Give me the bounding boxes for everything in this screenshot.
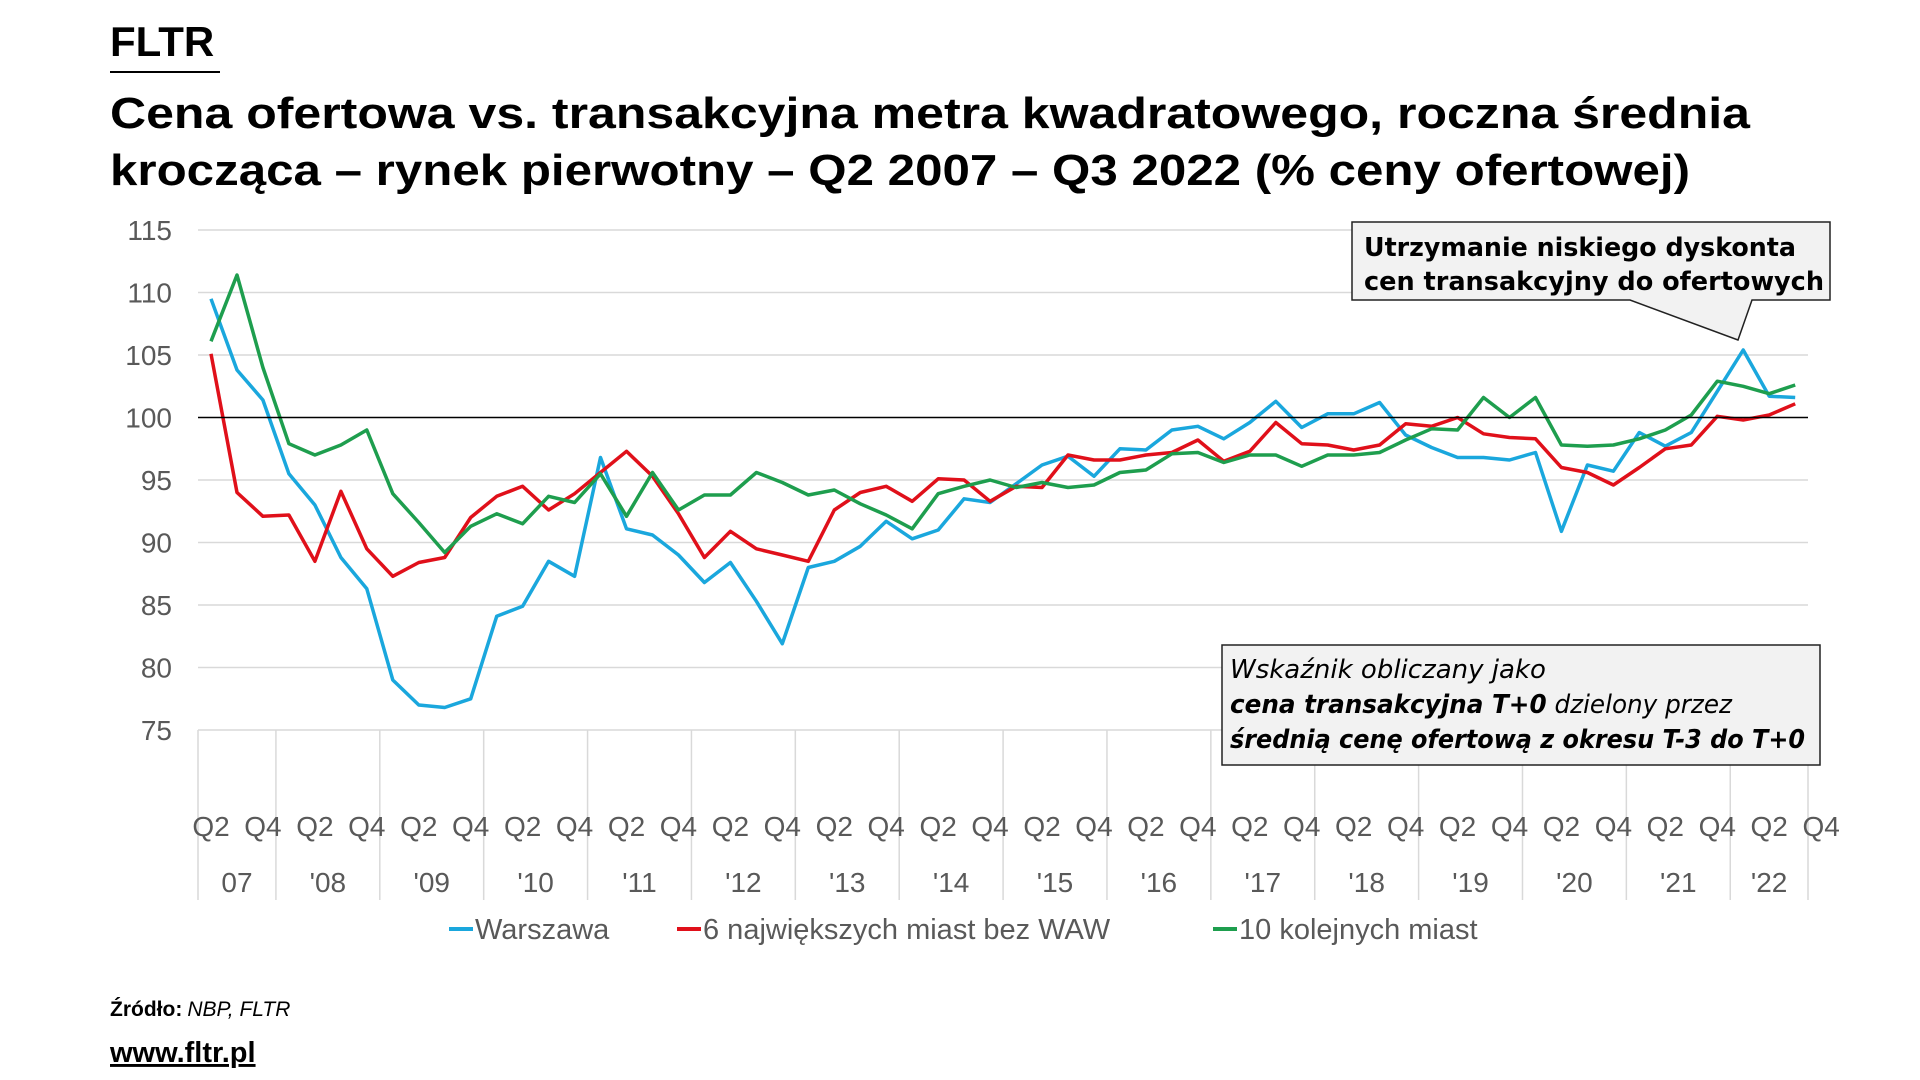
year-label: '22 [1751,867,1788,898]
quarter-label: Q4 [1075,811,1112,842]
note-line-1: Wskaźnik obliczany jako [1230,655,1546,685]
legend-label: 6 największych miast bez WAW [703,914,1111,946]
brand-logo: FLTR [110,18,214,65]
quarter-label: Q4 [1491,811,1528,842]
year-label: '15 [1037,867,1074,898]
note-line-2-bold: cena transakcyjna T+0 [1230,690,1547,720]
y-tick-label: 115 [127,215,172,246]
callout-line-1: Utrzymanie niskiego dyskonta [1364,233,1796,263]
source-value: NBP, FLTR [187,998,290,1021]
note-line-2: cena transakcyjna T+0 dzielony przez [1230,690,1733,720]
quarter-label: Q4 [1802,811,1839,842]
quarter-label: Q4 [1283,811,1320,842]
year-label: '21 [1660,867,1697,898]
source-label: Źródło: [110,998,182,1021]
year-label: '17 [1245,867,1282,898]
callout-line-2: cen transakcyjny do ofertowych [1364,267,1824,297]
quarter-label: Q4 [348,811,385,842]
series-line-3 [209,273,1796,555]
y-tick-label: 75 [141,715,172,746]
quarter-label: Q4 [452,811,489,842]
quarter-label: Q2 [296,811,333,842]
quarter-label: Q4 [1179,811,1216,842]
quarter-label: Q4 [1699,811,1736,842]
quarter-label: Q4 [660,811,697,842]
y-tick-label: 110 [127,278,172,309]
y-tick-label: 105 [125,340,172,371]
quarter-label: Q2 [1127,811,1164,842]
source: Źródło: NBP, FLTR [110,998,290,1021]
y-tick-label: 95 [141,465,172,496]
quarter-label: Q4 [868,811,905,842]
quarter-label: Q4 [244,811,281,842]
note-line-2-rest: dzielony przez [1547,690,1734,720]
callout-box: Utrzymanie niskiego dyskonta cen transak… [1351,221,1831,341]
quarter-label: Q2 [1751,811,1788,842]
y-tick-label: 80 [141,653,172,684]
quarter-label: Q2 [1543,811,1580,842]
year-label: '20 [1556,867,1593,898]
x-axis: 07 '08 '09 '10 '11 '12 '13 '14 '15 '16 '17 '18 '19 '2… [192,729,1840,900]
year-label: '09 [413,867,450,898]
legend-label: Warszawa [475,914,610,946]
year-label: '10 [517,867,554,898]
quarter-label: Q2 [1023,811,1060,842]
year-label: '18 [1348,867,1385,898]
note-shape [1221,644,1821,766]
year-label: '14 [933,867,970,898]
year-label: '08 [310,867,347,898]
chart-title-line-1: Cena ofertowa vs. transakcyjna metra kwa… [110,89,1751,138]
quarter-label: Q2 [712,811,749,842]
chart-title-line-2: krocząca – rynek pierwotny – Q2 2007 – Q… [110,146,1690,195]
year-label: '12 [725,867,762,898]
quarter-label: Q2 [1335,811,1372,842]
year-label: '16 [1141,867,1178,898]
year-label: '19 [1452,867,1489,898]
quarter-label: Q4 [764,811,801,842]
series-lines [198,273,1808,710]
note-box: Wskaźnik obliczany jako cena transakcyjn… [1221,644,1821,766]
quarter-label: Q4 [1595,811,1632,842]
quarter-label: Q4 [971,811,1008,842]
note-line-3: średnią cenę ofertową z okresu T-3 do T+… [1230,725,1805,755]
gridlines [198,229,1808,669]
legend: Warszawa 6 największych miast bez WAW 10 k… [449,914,1478,946]
quarter-label: Q2 [400,811,437,842]
quarter-label: Q2 [1231,811,1268,842]
quarter-label: Q2 [919,811,956,842]
series-line-2 [209,353,1796,579]
quarter-label: Q2 [1439,811,1476,842]
quarter-label: Q4 [1387,811,1424,842]
legend-label: 10 kolejnych miast [1239,914,1478,946]
y-axis: 75 80 85 90 95 100 105 110 115 [125,215,172,746]
quarter-label: Q4 [556,811,593,842]
quarter-label: Q2 [816,811,853,842]
year-label: 07 [221,867,252,898]
y-tick-label: 90 [141,528,172,559]
quarter-label: Q2 [192,811,229,842]
quarter-label: Q2 [1647,811,1684,842]
year-label: '11 [622,867,656,898]
quarter-label: Q2 [504,811,541,842]
y-tick-label: 100 [125,403,172,434]
year-label: '13 [829,867,866,898]
quarter-label: Q2 [608,811,645,842]
y-tick-label: 85 [141,590,172,621]
website-link[interactable]: www.fltr.pl [109,1037,256,1069]
callout-shape [1351,221,1831,341]
